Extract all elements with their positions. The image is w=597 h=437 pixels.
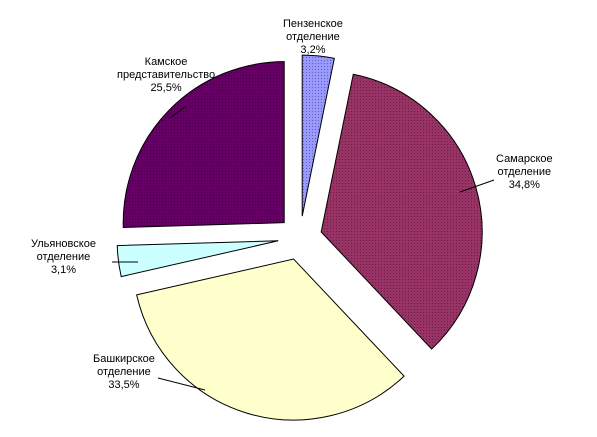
pie-slice-bashkir	[136, 258, 405, 421]
slice-name-line-1: Башкирское	[93, 353, 155, 365]
slice-name-line-1: Самарское	[496, 153, 553, 165]
slice-name-line-1: Пензенское	[283, 18, 343, 30]
slice-value-label: 33,5%	[108, 379, 140, 391]
slice-name-line-2: отделение	[286, 31, 340, 43]
slice-label-bashkir: Башкирское отделение 33,5%	[93, 353, 155, 392]
pie-slice-texture-samara	[321, 74, 483, 350]
pie-slice-texture-kama	[123, 61, 285, 228]
slice-value-label: 25,5%	[150, 82, 182, 94]
slice-value-label: 3,1%	[50, 264, 77, 276]
slice-name-line-2: отделение	[497, 166, 552, 178]
leader-line-bashkir	[157, 377, 206, 391]
slice-value-label: 34,8%	[508, 179, 540, 191]
slice-label-ulyanovsk: Ульяновское отделение 3,1%	[31, 238, 96, 277]
leader-line-kama	[169, 105, 187, 119]
slice-name-line-1: Ульяновское	[31, 238, 96, 250]
pie-slice-ulyanovsk	[116, 240, 279, 278]
slice-value-label: 3,2%	[300, 44, 326, 56]
slice-label-penza: Пензенское отделение 3,2%	[283, 18, 343, 57]
slice-name-line-2: представительство	[117, 69, 216, 81]
slice-label-kama: Камское представительство 25,5%	[117, 56, 215, 95]
slice-name-line-2: отделение	[36, 251, 91, 263]
slice-label-samara: Самарское отделение 34,8%	[496, 153, 553, 192]
pie-slice-texture-penza	[302, 55, 335, 217]
slice-name-line-1: Камское	[144, 56, 188, 68]
leader-line-samara	[459, 179, 495, 193]
slice-name-line-2: отделение	[97, 366, 151, 378]
